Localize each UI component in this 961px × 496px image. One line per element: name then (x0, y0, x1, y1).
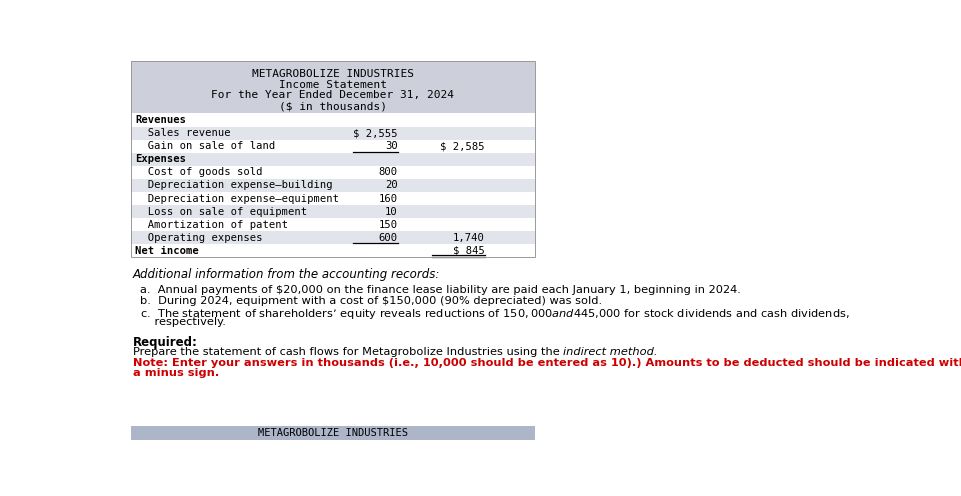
FancyBboxPatch shape (131, 205, 534, 218)
Text: Expenses: Expenses (135, 154, 185, 164)
Text: 10: 10 (384, 207, 397, 217)
Text: Cost of goods sold: Cost of goods sold (135, 167, 262, 178)
Text: Required:: Required: (133, 336, 197, 349)
Text: Revenues: Revenues (135, 115, 185, 125)
Text: Note: Enter your answers in thousands (i.e., 10,000 should be entered as 10).) A: Note: Enter your answers in thousands (i… (133, 358, 961, 368)
Text: Loss on sale of equipment: Loss on sale of equipment (135, 207, 307, 217)
Text: ($ in thousands): ($ in thousands) (279, 101, 386, 111)
Text: indirect method.: indirect method. (562, 347, 656, 357)
Text: Net income: Net income (135, 246, 199, 256)
Text: $ 2,585: $ 2,585 (439, 141, 484, 151)
Text: Income Statement: Income Statement (279, 79, 386, 90)
Text: Sales revenue: Sales revenue (135, 128, 231, 138)
Text: b.  During 2024, equipment with a cost of $150,000 (90% depreciated) was sold.: b. During 2024, equipment with a cost of… (140, 296, 602, 306)
Text: $ 845: $ 845 (453, 246, 484, 256)
Text: Prepare the statement of cash flows for Metagrobolize Industries using the: Prepare the statement of cash flows for … (133, 347, 562, 357)
FancyBboxPatch shape (131, 426, 534, 440)
Text: Gain on sale of land: Gain on sale of land (135, 141, 275, 151)
Text: 800: 800 (379, 167, 397, 178)
Text: 160: 160 (379, 193, 397, 203)
FancyBboxPatch shape (131, 153, 534, 166)
Text: For the Year Ended December 31, 2024: For the Year Ended December 31, 2024 (211, 90, 454, 100)
FancyBboxPatch shape (131, 245, 534, 257)
Text: Depreciation expense–building: Depreciation expense–building (135, 181, 333, 190)
FancyBboxPatch shape (131, 139, 534, 153)
Text: c.  The statement of shareholders’ equity reveals reductions of $150,000 and $44: c. The statement of shareholders’ equity… (140, 307, 850, 321)
FancyBboxPatch shape (131, 61, 534, 114)
Text: 1,740: 1,740 (453, 233, 484, 243)
Text: a.  Annual payments of $20,000 on the finance lease liability are paid each Janu: a. Annual payments of $20,000 on the fin… (140, 285, 741, 295)
Text: 150: 150 (379, 220, 397, 230)
Text: 600: 600 (379, 233, 397, 243)
FancyBboxPatch shape (131, 231, 534, 245)
Text: Amortization of patent: Amortization of patent (135, 220, 287, 230)
Text: 20: 20 (384, 181, 397, 190)
FancyBboxPatch shape (131, 179, 534, 192)
Text: METAGROBOLIZE INDUSTRIES: METAGROBOLIZE INDUSTRIES (258, 428, 407, 438)
FancyBboxPatch shape (131, 166, 534, 179)
FancyBboxPatch shape (131, 114, 534, 126)
Text: 30: 30 (384, 141, 397, 151)
Text: a minus sign.: a minus sign. (133, 369, 219, 378)
Text: Operating expenses: Operating expenses (135, 233, 262, 243)
Text: Additional information from the accounting records:: Additional information from the accounti… (133, 268, 439, 281)
FancyBboxPatch shape (131, 218, 534, 231)
Text: Depreciation expense–equipment: Depreciation expense–equipment (135, 193, 338, 203)
Text: $ 2,555: $ 2,555 (353, 128, 397, 138)
Text: respectively.: respectively. (140, 317, 226, 327)
Text: METAGROBOLIZE INDUSTRIES: METAGROBOLIZE INDUSTRIES (252, 69, 413, 79)
FancyBboxPatch shape (131, 126, 534, 139)
FancyBboxPatch shape (131, 192, 534, 205)
